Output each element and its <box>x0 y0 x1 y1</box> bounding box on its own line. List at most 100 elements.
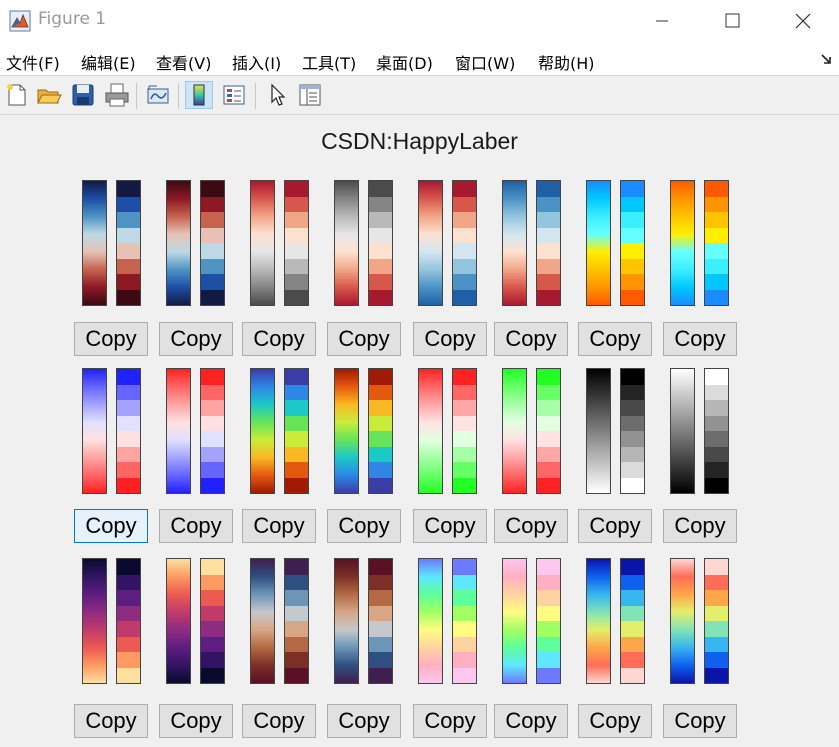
property-inspector-button[interactable] <box>296 81 324 109</box>
colormap-gradient-bar <box>250 558 275 684</box>
colormap-gradient-bar <box>334 558 359 684</box>
colormap-swatch <box>117 258 140 274</box>
colormap-swatch <box>453 667 476 683</box>
copy-button[interactable]: Copy <box>494 509 568 543</box>
colormap-swatch <box>621 227 644 243</box>
colormap-swatch <box>537 559 560 575</box>
copy-button[interactable]: Copy <box>74 322 148 356</box>
link-plot-button[interactable] <box>144 81 172 109</box>
colormap-swatch <box>201 667 224 683</box>
colormap-swatch <box>537 462 560 478</box>
colormap-swatch <box>201 574 224 590</box>
colormap-swatch <box>621 574 644 590</box>
toolbar-separator <box>255 83 256 109</box>
colormap-swatch <box>369 431 392 447</box>
colormap-swatch <box>705 574 728 590</box>
copy-button[interactable]: Copy <box>494 322 568 356</box>
colormap-swatch <box>117 227 140 243</box>
menu-file[interactable]: 文件(F) <box>6 54 60 73</box>
colormap-gradient-bar <box>166 180 191 306</box>
colormap-swatch <box>537 384 560 400</box>
colormap-swatch <box>621 212 644 228</box>
colormap-swatch <box>369 415 392 431</box>
copy-button[interactable]: Copy <box>413 704 487 738</box>
menu-view[interactable]: 查看(V) <box>156 54 212 73</box>
colormap-swatch <box>285 590 308 606</box>
colormap-swatch <box>537 289 560 305</box>
copy-button[interactable]: Copy <box>578 509 652 543</box>
copy-button[interactable]: Copy <box>242 322 316 356</box>
colormap-gradient-bar <box>670 180 695 306</box>
colormap-discrete-bar <box>284 558 309 684</box>
colormap-swatch <box>201 196 224 212</box>
copy-button[interactable]: Copy <box>327 509 401 543</box>
save-button[interactable] <box>69 81 97 109</box>
print-button[interactable] <box>103 81 131 109</box>
copy-button[interactable]: Copy <box>663 704 737 738</box>
colormap-swatch <box>369 243 392 259</box>
menu-window[interactable]: 窗口(W) <box>455 54 516 73</box>
colormap-gradient-bar <box>502 368 527 494</box>
copy-button[interactable]: Copy <box>413 322 487 356</box>
copy-button[interactable]: Copy <box>327 704 401 738</box>
colormap-swatch <box>453 621 476 637</box>
colormap-swatch <box>117 289 140 305</box>
menu-help[interactable]: 帮助(H) <box>538 54 595 73</box>
copy-button[interactable]: Copy <box>663 322 737 356</box>
colormap-swatch <box>621 258 644 274</box>
colormap-swatch <box>453 652 476 668</box>
new-figure-button[interactable] <box>3 81 31 109</box>
colormap-swatch <box>285 243 308 259</box>
colormap-swatch <box>201 227 224 243</box>
colormap-swatch <box>537 274 560 290</box>
colormap-swatch <box>201 590 224 606</box>
copy-button[interactable]: Copy <box>159 704 233 738</box>
copy-button[interactable]: Copy <box>74 509 148 543</box>
copy-button[interactable]: Copy <box>327 322 401 356</box>
colormap-swatch <box>285 574 308 590</box>
colormap-swatch <box>453 196 476 212</box>
open-file-icon <box>37 89 62 104</box>
colormap-swatch <box>621 274 644 290</box>
copy-button[interactable]: Copy <box>578 704 652 738</box>
colormap-swatch <box>705 274 728 290</box>
new-figure-icon <box>7 84 26 106</box>
copy-button[interactable]: Copy <box>74 704 148 738</box>
open-file-button[interactable] <box>35 81 63 109</box>
menu-insert[interactable]: 插入(I) <box>232 54 282 73</box>
menu-tools[interactable]: 工具(T) <box>302 54 357 73</box>
colormap-swatch <box>453 415 476 431</box>
colormap-swatch <box>705 446 728 462</box>
insert-colorbar-button[interactable] <box>185 81 213 109</box>
copy-button[interactable]: Copy <box>159 322 233 356</box>
colormap-swatch <box>705 636 728 652</box>
copy-button[interactable]: Copy <box>242 704 316 738</box>
close-button[interactable] <box>775 0 829 42</box>
copy-button[interactable]: Copy <box>578 322 652 356</box>
copy-button[interactable]: Copy <box>159 509 233 543</box>
colormap-swatch <box>369 258 392 274</box>
dock-arrow-icon[interactable] <box>819 52 833 66</box>
menu-desktop[interactable]: 桌面(D) <box>376 54 433 73</box>
copy-button[interactable]: Copy <box>413 509 487 543</box>
colormap-swatch <box>537 477 560 493</box>
colormap-discrete-bar <box>620 180 645 306</box>
colormap-gradient-bar <box>166 558 191 684</box>
insert-legend-button[interactable] <box>220 81 248 109</box>
pointer-button[interactable] <box>263 81 291 109</box>
colormap-swatch <box>117 636 140 652</box>
colormap-swatch <box>537 621 560 637</box>
colormap-swatch <box>285 369 308 385</box>
menu-edit[interactable]: 编辑(E) <box>81 54 136 73</box>
title-bar: Figure 1 <box>0 0 839 42</box>
colormap-swatch <box>201 181 224 197</box>
copy-button[interactable]: Copy <box>663 509 737 543</box>
colormap-swatch <box>453 181 476 197</box>
colormap-gradient-bar <box>670 368 695 494</box>
copy-button[interactable]: Copy <box>494 704 568 738</box>
colormap-swatch <box>201 431 224 447</box>
colormap-swatch <box>705 384 728 400</box>
minimize-button[interactable] <box>635 0 689 42</box>
copy-button[interactable]: Copy <box>242 509 316 543</box>
maximize-button[interactable] <box>705 0 759 42</box>
